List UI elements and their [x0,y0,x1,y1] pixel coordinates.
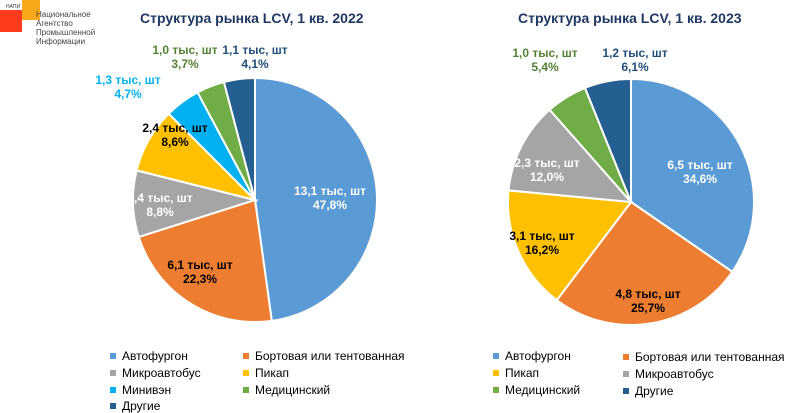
legend-swatch [623,354,629,360]
percent-label: 12,0% [529,170,565,184]
legend-swatch [493,370,499,376]
pie-slice-1-1 [555,200,734,326]
value-label: 1,0 тыс, шт [512,46,578,60]
data-label: 2,4 тыс, шт 8,6% [142,121,207,149]
legend-item: Автофургон [493,349,571,363]
percent-label: 22,3% [182,272,218,286]
legend-item: Другие [623,384,673,398]
value-label: 1,1 тыс, шт [222,43,288,57]
percent-label: 6,1% [621,60,649,74]
percent-label: 16,2% [524,243,560,257]
napi-logo: НАПИ Национальное Агентство Промышленной Ин… [0,0,100,46]
pie-slice-1-2 [507,189,633,302]
legend-swatch [493,353,499,359]
legend-item: Микроавтобус [623,367,714,381]
legend-item: Другие [110,399,160,413]
value-label: 2,4 тыс, шт [127,191,193,205]
pie-slice-0-1 [137,198,273,323]
data-label: 13,1 тыс, шт 47,8% [294,184,366,212]
legend-item: Микроавтобус [110,366,201,380]
value-label: 1,3 тыс, шт [95,73,161,87]
legend-swatch [110,403,116,409]
legend-swatch [623,388,629,394]
legend-item: Автофургон [110,349,188,363]
percent-label: 8,6% [161,135,189,149]
percent-label: 47,8% [312,198,348,212]
percent-label: 8,8% [146,205,174,219]
legend-item: Пикап [243,366,289,380]
value-label: 1,2 тыс, шт [602,46,668,60]
value-label: 3,1 тыс, шт [509,229,575,243]
percent-label: 4,7% [114,87,142,101]
legend-label: Пикап [505,366,540,380]
data-label: 1,2 тыс, шт 6,1% [602,46,667,74]
pie-slice-0-0 [254,76,378,322]
legend-swatch [493,387,499,393]
value-label: 2,3 тыс, шт [514,156,580,170]
legend-swatch [243,353,249,359]
percent-label: 25,7% [630,301,666,315]
data-label: 6,5 тыс, шт 34,6% [667,158,732,186]
data-label: 1,0 тыс, шт 3,7% [152,43,217,71]
legend-item: Медицинский [243,383,330,397]
legend-label: Микроавтобус [635,367,714,381]
data-label: 6,1 тыс, шт 22,3% [167,258,232,286]
value-label: 2,4 тыс, шт [142,121,208,135]
legend-swatch [110,387,116,393]
legend-item: Пикап [493,366,539,380]
legend-swatch [243,387,249,393]
legend-item: Бортовая или тентованная [243,349,405,363]
chart-title-2023: Структура рынка LCV, 1 кв. 2023 [518,10,742,26]
legend-label: Бортовая или тентованная [255,349,405,363]
legend-label: Минивэн [122,383,172,397]
value-label: 1,0 тыс, шт [152,43,218,57]
legend-item: Медицинский [493,383,580,397]
chart-title-2022: Структура рынка LCV, 1 кв. 2022 [140,10,364,26]
percent-label: 3,7% [171,57,199,71]
pie-slice-0-6 [222,76,256,201]
legend-label: Пикап [255,366,290,380]
data-label: 1,1 тыс, шт 4,1% [222,43,287,71]
data-label: 2,4 тыс, шт 8,8% [127,191,192,219]
data-label: 1,3 тыс, шт 4,7% [95,73,160,101]
data-label: 3,1 тыс, шт 16,2% [509,229,574,257]
data-label: 1,0 тыс, шт 5,4% [512,46,577,74]
legend-label: Микроавтобус [122,366,201,380]
legend-item: Бортовая или тентованная [623,350,785,364]
value-label: 13,1 тыс, шт [293,184,367,198]
pie-slice-1-3 [507,108,634,204]
data-label: 2,3 тыс, шт 12,0% [514,156,579,184]
value-label: 4,8 тыс, шт [615,287,681,301]
legend-label: Бортовая или тентованная [635,350,785,364]
percent-label: 5,4% [531,60,559,74]
value-label: 6,5 тыс, шт [667,158,733,172]
legend-swatch [623,371,629,377]
legend-swatch [110,353,116,359]
legend-label: Другие [635,384,674,398]
legend-label: Другие [122,399,161,413]
pie-slice-1-0 [630,77,755,274]
percent-label: 4,1% [241,57,269,71]
legend-label: Автофургон [505,349,571,363]
legend-item: Минивэн [110,383,171,397]
legend-swatch [110,370,116,376]
value-label: 6,1 тыс, шт [167,258,233,272]
legend-swatch [243,370,249,376]
data-label: 4,8 тыс, шт 25,7% [615,287,680,315]
percent-label: 34,6% [682,172,718,186]
legend-label: Автофургон [122,349,188,363]
legend-label: Медицинский [505,383,581,397]
pie-slice-1-5 [583,77,632,203]
legend-label: Медицинский [255,383,331,397]
